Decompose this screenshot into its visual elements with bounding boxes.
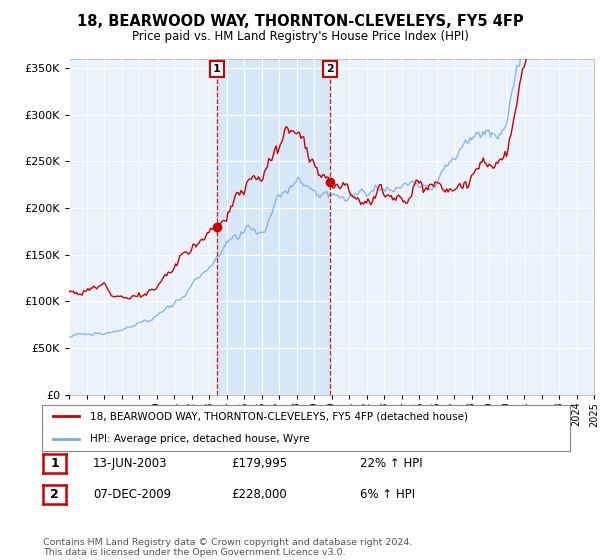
- Text: Contains HM Land Registry data © Crown copyright and database right 2024.
This d: Contains HM Land Registry data © Crown c…: [43, 538, 413, 557]
- Text: 13-JUN-2003: 13-JUN-2003: [93, 457, 167, 470]
- Text: 6% ↑ HPI: 6% ↑ HPI: [360, 488, 415, 501]
- Text: 1: 1: [50, 457, 59, 470]
- Text: £179,995: £179,995: [231, 457, 287, 470]
- Text: HPI: Average price, detached house, Wyre: HPI: Average price, detached house, Wyre: [89, 435, 309, 444]
- Text: Price paid vs. HM Land Registry's House Price Index (HPI): Price paid vs. HM Land Registry's House …: [131, 30, 469, 43]
- Bar: [217, 59, 330, 395]
- Text: 18, BEARWOOD WAY, THORNTON-CLEVELEYS, FY5 4FP (detached house): 18, BEARWOOD WAY, THORNTON-CLEVELEYS, FY…: [89, 412, 467, 421]
- Text: 07-DEC-2009: 07-DEC-2009: [93, 488, 171, 501]
- Text: 1: 1: [213, 64, 221, 74]
- Text: 18, BEARWOOD WAY, THORNTON-CLEVELEYS, FY5 4FP: 18, BEARWOOD WAY, THORNTON-CLEVELEYS, FY…: [77, 14, 523, 29]
- Text: £228,000: £228,000: [231, 488, 287, 501]
- Text: 2: 2: [50, 488, 59, 501]
- Text: 2: 2: [326, 64, 334, 74]
- Text: 22% ↑ HPI: 22% ↑ HPI: [360, 457, 422, 470]
